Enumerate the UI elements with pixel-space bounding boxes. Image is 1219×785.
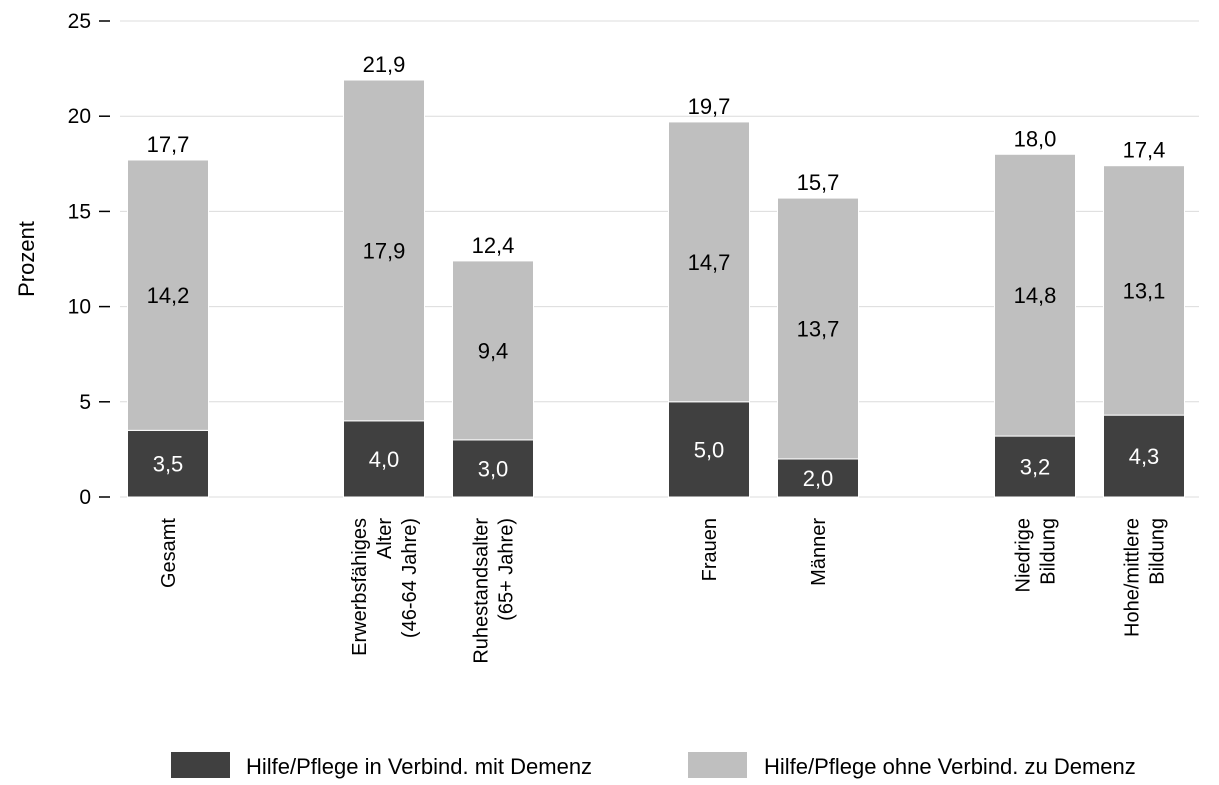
total-value-label: 21,9 <box>363 52 406 77</box>
segment-value-label: 14,8 <box>1014 283 1057 308</box>
category-label: Erwerbsfähiges <box>349 518 371 656</box>
y-tick-label: 20 <box>68 105 91 128</box>
legend-swatch <box>688 752 747 778</box>
y-tick-label: 0 <box>79 486 91 509</box>
legend-swatch <box>171 752 230 778</box>
y-tick-label: 5 <box>79 391 91 414</box>
category-label: Alter <box>374 518 396 559</box>
category-labels: Gesamt Erwerbsfähiges Alter (46-64 Jahre) Ru… <box>158 518 1169 664</box>
segment-value-label: 14,2 <box>147 283 190 308</box>
segment-value-label: 3,0 <box>478 456 509 481</box>
category-label: Bildung <box>1147 518 1169 585</box>
category-label: Männer <box>808 518 830 586</box>
category-label: Hohe/mittlere <box>1122 518 1144 637</box>
category-label: Ruhestandsalter <box>471 518 493 664</box>
total-value-label: 12,4 <box>472 233 515 258</box>
legend-label: Hilfe/Pflege in Verbind. mit Demenz <box>246 754 592 779</box>
y-tick-label: 25 <box>68 10 91 33</box>
total-value-label: 17,7 <box>147 132 190 157</box>
y-axis-title: Prozent <box>14 221 39 297</box>
segment-value-label: 4,0 <box>369 447 400 472</box>
segment-value-label: 14,7 <box>688 250 731 275</box>
y-tick-label: 15 <box>68 200 91 223</box>
category-label: (65+ Jahre) <box>496 518 518 621</box>
segment-value-label: 4,3 <box>1129 444 1160 469</box>
legend-label: Hilfe/Pflege ohne Verbind. zu Demenz <box>764 754 1136 779</box>
category-label: (46-64 Jahre) <box>399 518 421 638</box>
segment-value-label: 13,7 <box>797 316 840 341</box>
legend: Hilfe/Pflege in Verbind. mit Demenz Hilfe… <box>171 752 1136 779</box>
category-label: Bildung <box>1038 518 1060 585</box>
segment-value-label: 3,5 <box>153 452 184 477</box>
total-value-label: 18,0 <box>1014 126 1057 151</box>
segment-value-label: 9,4 <box>478 338 509 363</box>
total-value-label: 15,7 <box>797 170 840 195</box>
y-tick-label: 10 <box>68 296 91 319</box>
segment-value-label: 17,9 <box>363 238 406 263</box>
segment-value-label: 13,1 <box>1123 278 1166 303</box>
segment-value-label: 5,0 <box>694 437 725 462</box>
total-value-label: 19,7 <box>688 94 731 119</box>
category-label: Gesamt <box>158 518 180 588</box>
total-value-label: 17,4 <box>1123 138 1166 163</box>
category-label: Frauen <box>699 518 721 581</box>
y-axis: 0 5 10 15 20 25 Prozent <box>14 10 110 509</box>
segment-value-label: 2,0 <box>803 466 834 491</box>
category-label: Niedrige <box>1013 518 1035 592</box>
segment-value-label: 3,2 <box>1020 455 1051 480</box>
